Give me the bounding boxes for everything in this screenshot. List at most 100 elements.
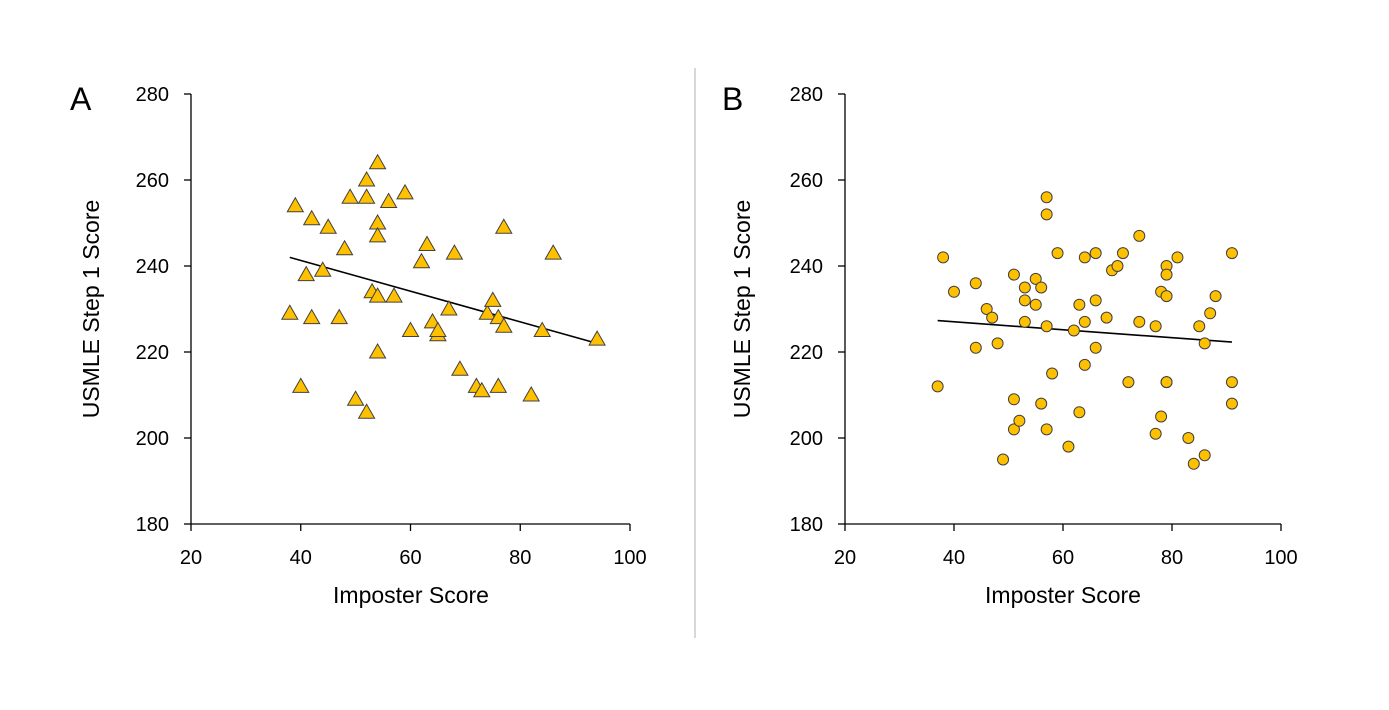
scatter-point [1089,294,1102,307]
scatter-point [341,188,359,204]
scatter-point [931,380,944,393]
scatter-point [385,287,403,303]
panel-b-x-axis-title: Imposter Score [985,582,1141,608]
scatter-point [302,308,321,325]
panel-a-x-tick-label: 20 [180,547,202,569]
scatter-point [1073,298,1086,311]
panel-b-plot-area: 180 200 220 240 260 280 20 40 60 80 100 [790,84,1298,569]
scatter-point [1007,393,1020,406]
panel-b-x-tick-label: 100 [1264,547,1297,569]
scatter-point [368,287,387,303]
scatter-point [472,381,491,398]
scatter-point [1018,315,1031,328]
scatter-point [478,304,497,320]
scatter-point [1160,376,1173,389]
panel-b-y-tick-label: 180 [790,514,823,536]
scatter-point [451,360,469,376]
scatter-point [379,192,398,208]
panel-a-x-tick-label: 100 [613,547,646,569]
scatter-point [1035,281,1048,294]
scatter-point [1089,247,1102,260]
panel-a-y-tick-label: 200 [136,428,169,450]
panel-a-y-tick-label: 180 [136,514,169,536]
scatter-point [489,377,508,393]
panel-b-x-tick-label: 60 [1052,547,1074,569]
scatter-point [969,341,982,354]
panel-a-label: A [70,81,92,117]
scatter-point [396,183,414,200]
scatter-point [401,321,420,337]
scatter-point [483,291,502,307]
scatter-point [297,265,316,282]
scatter-point [1007,423,1020,436]
scatter-point [1225,397,1238,410]
scatter-point [588,330,606,346]
scatter-point [330,308,349,325]
scatter-point [1029,298,1042,311]
panel-a-x-tick-label: 40 [290,547,312,569]
panel-b-y-tick-label: 260 [790,170,823,192]
scatter-point [368,342,387,359]
scatter-point [1204,307,1217,320]
scatter-point [533,321,552,337]
panel-b-y-tick-label: 240 [790,256,823,278]
scatter-point [544,244,563,260]
scatter-point [1116,247,1129,260]
scatter-point [1133,229,1146,242]
scatter-point [412,252,431,269]
panel-a-x-tick-label: 80 [509,547,531,569]
scatter-point [357,403,376,419]
scatter-point [368,226,387,243]
panel-a-y-tick-label: 260 [136,170,169,192]
scatter-point [357,170,376,187]
scatter-point [1040,208,1053,221]
panel-a-y-tick-label: 240 [136,256,169,278]
panel-b-y-tick-label: 280 [790,84,823,106]
scatter-point [1198,337,1211,350]
scatter-point [1160,290,1173,303]
scatter-point [429,321,447,337]
scatter-point [1018,281,1031,294]
scatter-point [1007,268,1020,281]
scatter-point [368,153,387,170]
scatter-point [280,304,299,320]
scatter-point [291,377,310,393]
scatter-point [1155,410,1168,423]
scatter-point [522,385,541,402]
scatter-point [302,209,321,226]
panel-b-chart: B Imposter Score USMLE Step 1 Score 180 2… [722,81,1298,608]
scatter-point [1013,414,1026,427]
scatter-point [1078,251,1091,264]
scatter-point [980,303,993,315]
scatter-point [335,239,354,256]
scatter-point [1133,315,1146,328]
panel-b-label: B [722,81,743,117]
scatter-point [997,453,1010,466]
panel-b-y-tick-label: 220 [790,342,823,364]
scatter-point [1040,320,1053,333]
panel-b-x-tick-label: 40 [943,547,965,569]
panel-b-x-tick-label: 20 [834,547,856,569]
scatter-point [1046,367,1059,380]
scatter-point [1160,268,1173,281]
panel-a-y-axis-title: USMLE Step 1 Score [78,200,104,419]
scatter-point [1209,290,1222,303]
scatter-point [494,218,513,234]
scatter-point [991,337,1004,350]
scatter-point [1078,315,1091,328]
scatter-point [1149,427,1162,440]
scatter-point [1122,376,1135,389]
scatter-point [418,235,436,251]
scatter-point [1018,294,1031,307]
scatter-point [1187,457,1200,470]
scatter-point [1035,397,1048,410]
panel-b-y-tick-label: 200 [790,428,823,450]
scatter-point [1149,320,1162,333]
scatter-point [286,196,305,213]
scatter-point [1193,320,1206,333]
scatter-point [1089,341,1102,354]
scatter-point [1040,191,1053,204]
scatter-point [1029,272,1042,285]
scatter-point [313,261,332,277]
scatter-point [948,285,960,298]
